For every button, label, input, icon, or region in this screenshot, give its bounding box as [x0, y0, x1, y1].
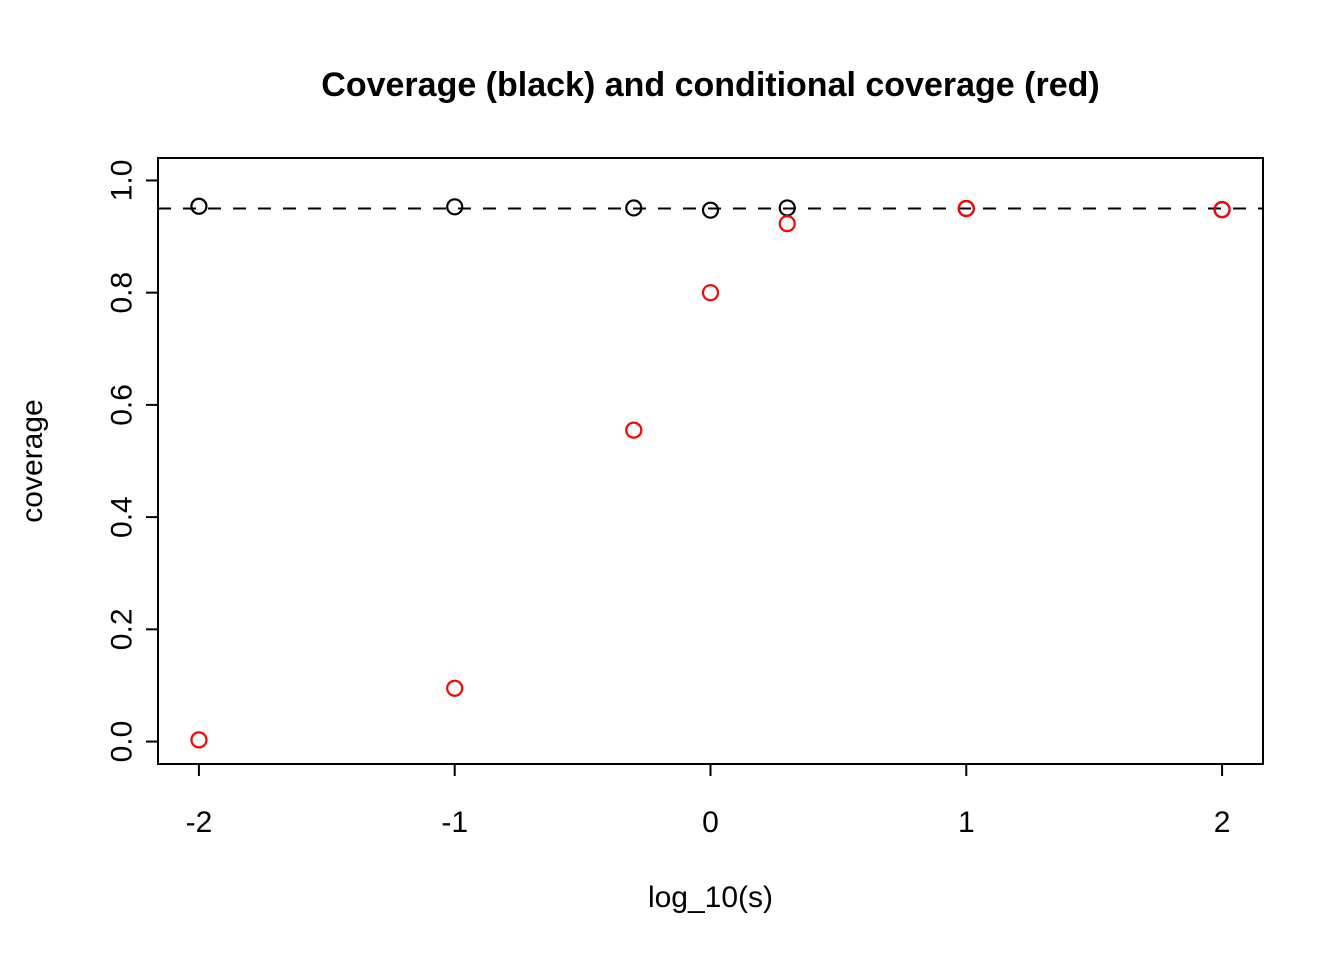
y-tick-label: 0.8: [106, 272, 139, 314]
data-point: [190, 731, 208, 749]
x-axis-label: log_10(s): [647, 881, 774, 914]
data-point: [625, 199, 643, 217]
x-tick-label: 2: [1214, 806, 1231, 839]
y-tick-label: 0.6: [106, 384, 139, 426]
y-tick-label: 0.0: [106, 721, 139, 763]
chart-title: Coverage (black) and conditional coverag…: [321, 66, 1100, 104]
x-tick-label: 1: [958, 806, 975, 839]
data-point: [190, 197, 208, 215]
data-point: [625, 421, 643, 439]
data-point: [701, 201, 720, 219]
y-axis-label: coverage: [16, 399, 49, 523]
data-point: [446, 198, 464, 216]
data-point: [778, 215, 796, 233]
y-tick-label: 0.4: [106, 496, 139, 538]
x-tick-label: -1: [441, 806, 468, 839]
x-tick-label: 0: [702, 806, 719, 839]
data-point: [957, 199, 975, 218]
y-tick-label: 0.2: [106, 608, 139, 650]
data-point: [701, 284, 720, 302]
y-tick-label: 1.0: [106, 160, 139, 202]
data-point: [1213, 201, 1231, 219]
x-tick-label: -2: [186, 806, 213, 839]
data-point: [446, 679, 464, 697]
plot-box: [157, 157, 1264, 765]
